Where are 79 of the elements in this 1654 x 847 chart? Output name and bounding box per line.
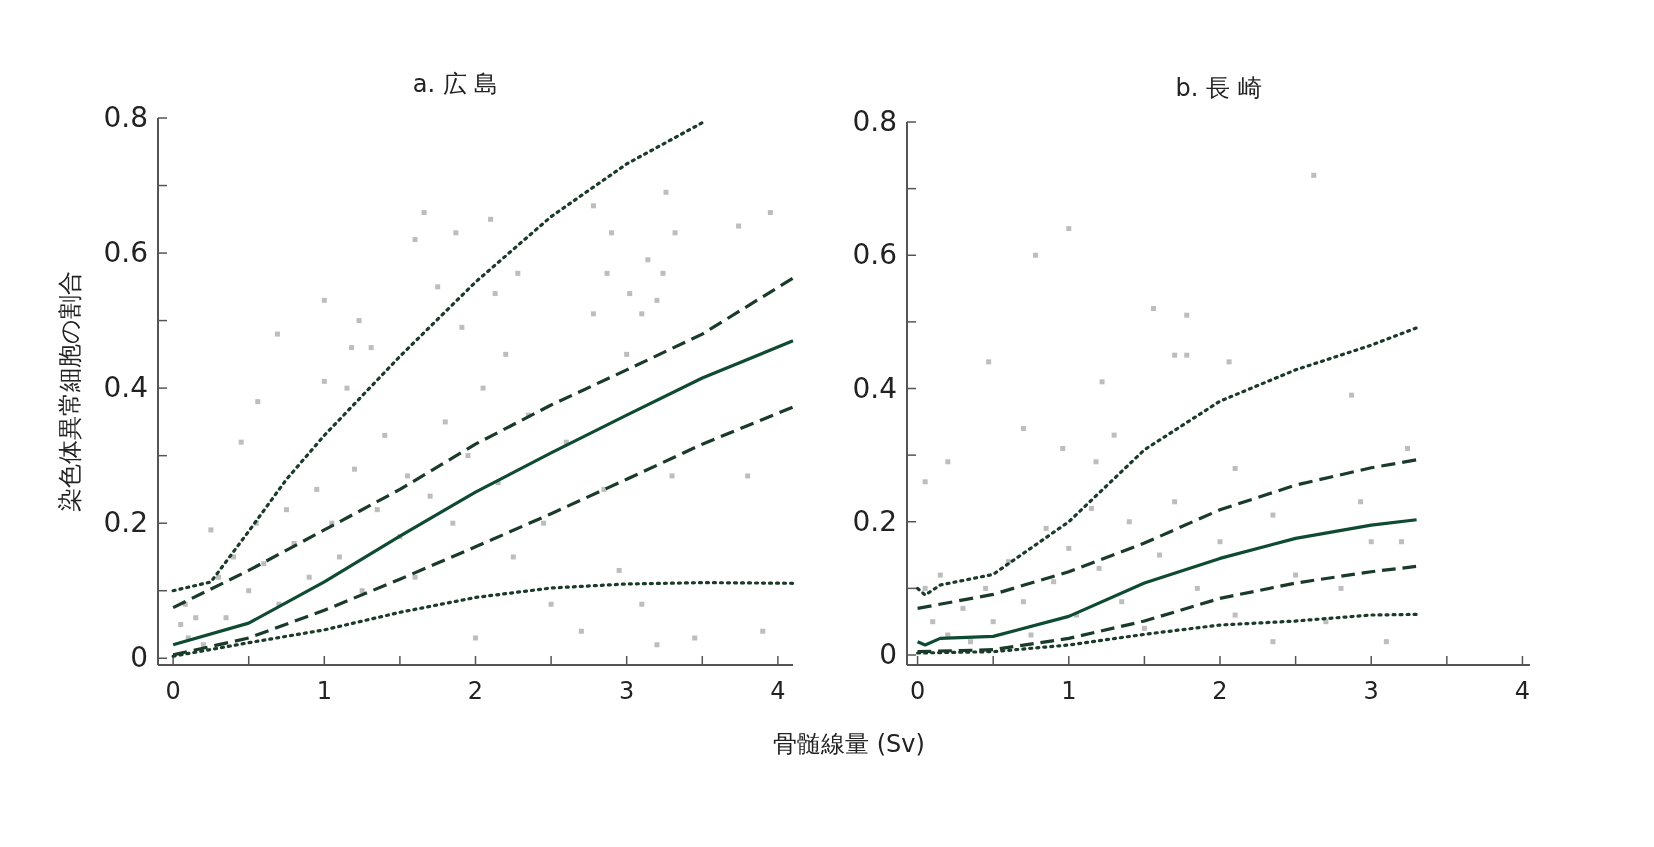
point <box>1358 499 1364 505</box>
x-tick-label: 1 <box>1061 677 1077 705</box>
point <box>1093 459 1099 465</box>
point <box>1172 499 1178 505</box>
point <box>1232 612 1238 618</box>
y-tick-label: 0.2 <box>103 506 148 540</box>
point <box>1066 545 1072 551</box>
y-tick-label: 0.2 <box>852 504 897 538</box>
y-tick-label: 0.6 <box>852 238 897 272</box>
point <box>1194 585 1200 591</box>
point <box>1096 565 1102 571</box>
point <box>922 479 928 485</box>
line-series <box>171 339 795 647</box>
point <box>1383 639 1389 645</box>
point <box>937 572 943 578</box>
line-series <box>915 326 1419 597</box>
chart-title: b. 長 崎 <box>1175 74 1262 102</box>
point <box>1020 425 1026 431</box>
point <box>1020 599 1026 605</box>
point <box>1293 572 1299 578</box>
x-tick-label: 4 <box>770 677 786 705</box>
point <box>1157 552 1163 558</box>
point <box>1184 352 1190 358</box>
y-tick-label: 0 <box>879 638 897 672</box>
x-tick-label: 3 <box>619 677 635 705</box>
point <box>1172 352 1178 358</box>
point <box>1051 579 1057 585</box>
point <box>960 605 966 611</box>
x-tick-label: 0 <box>909 677 926 705</box>
x-axis-title: 骨髄線量 (Sv) <box>773 730 925 758</box>
y-tick-label: 0.6 <box>103 236 148 270</box>
line-series <box>171 121 704 593</box>
y-tick-label: 0.4 <box>852 371 897 405</box>
point <box>1217 539 1223 545</box>
point <box>1028 632 1034 638</box>
point <box>1088 505 1094 511</box>
point <box>1270 639 1276 645</box>
point <box>990 619 996 625</box>
line-series <box>915 458 1419 610</box>
point <box>1043 525 1049 531</box>
point <box>1226 359 1232 365</box>
x-tick-label: 2 <box>1212 677 1228 705</box>
point <box>1184 312 1190 318</box>
y-tick-label: 0 <box>130 641 148 675</box>
point <box>1119 599 1125 605</box>
point <box>1111 432 1117 438</box>
point <box>1368 539 1374 545</box>
point <box>1126 519 1132 525</box>
point <box>1405 445 1411 451</box>
point <box>1099 379 1105 385</box>
point <box>930 619 936 625</box>
x-tick-label: 3 <box>1363 677 1379 705</box>
chart-title: a. 広 島 <box>412 70 499 98</box>
point <box>1311 172 1317 178</box>
point <box>922 585 928 591</box>
x-tick-label: 2 <box>467 677 484 705</box>
y-tick-label: 0.4 <box>103 371 148 405</box>
point <box>983 585 989 591</box>
x-tick-label: 1 <box>316 677 332 705</box>
point <box>945 459 951 465</box>
point <box>1060 445 1066 451</box>
point <box>1033 252 1039 258</box>
y-tick-label: 0.8 <box>852 105 897 138</box>
line-series <box>915 518 1419 647</box>
x-tick-label: 0 <box>165 677 181 705</box>
point <box>1232 465 1238 471</box>
y-axis-title: 染色体異常細胞の割合 <box>56 271 84 512</box>
point <box>1398 539 1404 545</box>
line-series <box>171 276 795 610</box>
point <box>1150 306 1156 312</box>
point <box>1141 625 1147 631</box>
point <box>986 359 992 365</box>
point <box>1349 392 1355 398</box>
y-tick-label: 0.8 <box>103 101 148 134</box>
point <box>968 639 974 645</box>
point <box>1338 585 1344 591</box>
x-tick-label: 4 <box>1514 677 1531 705</box>
point <box>1270 512 1276 518</box>
point <box>1066 226 1072 232</box>
